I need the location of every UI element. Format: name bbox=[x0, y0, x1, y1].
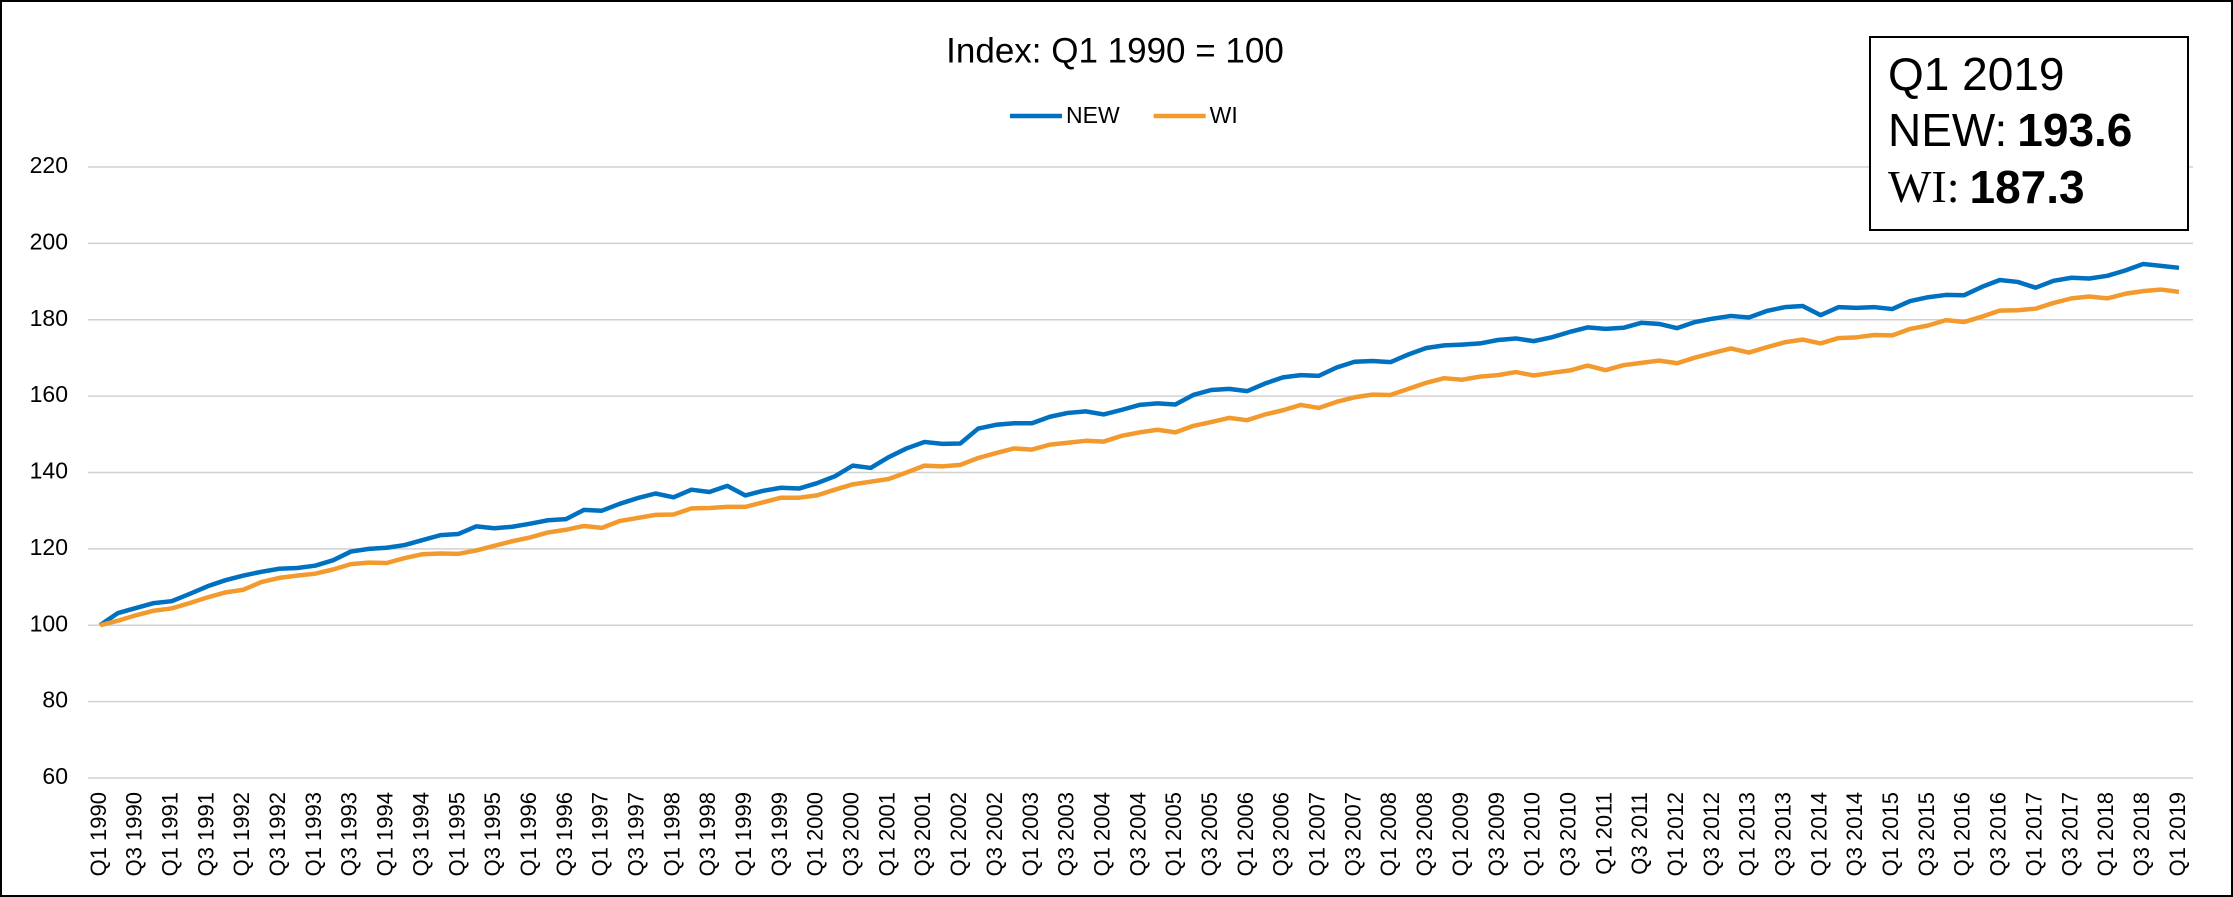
x-tick-label: Q1 1996 bbox=[516, 792, 541, 876]
x-tick-label: Q3 2017 bbox=[2057, 792, 2082, 876]
annotation-box bbox=[1869, 36, 2189, 231]
x-tick-label: Q1 1999 bbox=[731, 792, 756, 876]
annotation-label: NEW: bbox=[1888, 104, 2007, 156]
legend-label: NEW bbox=[1066, 102, 1120, 128]
y-tick-label: 160 bbox=[30, 381, 68, 407]
x-tick-label: Q3 1998 bbox=[695, 792, 720, 876]
x-tick-label: Q3 2000 bbox=[839, 792, 864, 876]
x-tick-label: Q3 1992 bbox=[265, 792, 290, 876]
annotation-label: WI: bbox=[1888, 161, 1960, 212]
x-tick-label: Q1 1995 bbox=[444, 792, 469, 876]
x-tick-label: Q3 2007 bbox=[1340, 792, 1365, 876]
x-tick-label: Q3 1990 bbox=[122, 792, 147, 876]
x-tick-label: Q1 2018 bbox=[2093, 792, 2118, 876]
x-tick-label: Q1 2007 bbox=[1305, 792, 1330, 876]
x-tick-label: Q1 2017 bbox=[2021, 792, 2046, 876]
x-tick-label: Q1 1993 bbox=[301, 792, 326, 876]
annotation-value: 193.6 bbox=[2017, 104, 2132, 156]
x-tick-label: Q1 2015 bbox=[1878, 792, 1903, 876]
x-tick-label: Q3 2003 bbox=[1054, 792, 1079, 876]
x-tick-label: Q3 2011 bbox=[1627, 792, 1652, 875]
x-tick-label: Q1 2000 bbox=[803, 792, 828, 876]
x-tick-label: Q1 1997 bbox=[588, 792, 613, 876]
x-tick-label: Q3 2005 bbox=[1197, 792, 1222, 876]
x-tick-label: Q3 2009 bbox=[1484, 792, 1509, 876]
annotation-value: 187.3 bbox=[1970, 161, 2085, 213]
x-tick-label: Q3 2018 bbox=[2129, 792, 2154, 876]
x-tick-label: Q3 2010 bbox=[1555, 792, 1580, 876]
y-tick-label: 140 bbox=[30, 458, 68, 484]
x-tick-label: Q3 1997 bbox=[623, 792, 648, 876]
x-tick-label: Q3 1991 bbox=[193, 792, 218, 876]
y-tick-label: 100 bbox=[30, 610, 68, 636]
x-tick-label: Q3 2016 bbox=[1986, 792, 2011, 876]
x-tick-label: Q1 2008 bbox=[1376, 792, 1401, 876]
x-tick-label: Q1 2014 bbox=[1806, 792, 1831, 876]
x-tick-label: Q1 2004 bbox=[1089, 792, 1114, 876]
x-tick-label: Q3 1993 bbox=[337, 792, 362, 876]
x-tick-label: Q1 2003 bbox=[1018, 792, 1043, 876]
series-line bbox=[98, 261, 2180, 628]
x-tick-label: Q1 1994 bbox=[373, 792, 398, 876]
x-tick-label: Q1 1992 bbox=[229, 792, 254, 876]
x-tick-label: Q3 2008 bbox=[1412, 792, 1437, 876]
y-tick-label: 60 bbox=[42, 763, 68, 789]
x-tick-label: Q1 2016 bbox=[1950, 792, 1975, 876]
annotation-heading: Q1 2019 bbox=[1888, 48, 2064, 100]
x-tick-label: Q1 1998 bbox=[659, 792, 684, 876]
x-tick-label: Q3 2001 bbox=[910, 792, 935, 876]
legend-label: WI bbox=[1210, 102, 1238, 128]
x-tick-label: Q1 2019 bbox=[2165, 792, 2190, 876]
x-tick-label: Q3 2015 bbox=[1914, 792, 1939, 876]
series-line bbox=[99, 287, 2180, 628]
annotation-line: NEW: 193.6 bbox=[1888, 104, 2132, 156]
x-tick-label: Q3 2012 bbox=[1699, 792, 1724, 876]
x-tick-label: Q3 2006 bbox=[1269, 792, 1294, 876]
chart-title: Index: Q1 1990 = 100 bbox=[946, 31, 1284, 70]
x-tick-label: Q3 2004 bbox=[1125, 792, 1150, 876]
y-tick-label: 220 bbox=[30, 152, 68, 178]
annotation-line: WI: 187.3 bbox=[1888, 161, 2085, 214]
x-tick-label: Q1 2010 bbox=[1520, 792, 1545, 876]
y-tick-label: 120 bbox=[30, 534, 68, 560]
x-tick-label: Q3 1994 bbox=[408, 792, 433, 876]
y-tick-label: 200 bbox=[30, 228, 68, 254]
x-tick-label: Q3 2014 bbox=[1842, 792, 1867, 876]
x-tick-label: Q1 1990 bbox=[86, 792, 111, 876]
y-tick-label: 80 bbox=[42, 687, 68, 713]
x-tick-label: Q1 2006 bbox=[1233, 792, 1258, 876]
x-tick-label: Q3 1995 bbox=[480, 792, 505, 876]
y-tick-label: 180 bbox=[30, 305, 68, 331]
x-tick-label: Q1 2005 bbox=[1161, 792, 1186, 876]
x-tick-label: Q1 2001 bbox=[874, 792, 899, 876]
x-tick-label: Q1 2011 bbox=[1591, 792, 1616, 875]
x-tick-label: Q3 2002 bbox=[982, 792, 1007, 876]
x-tick-label: Q3 2013 bbox=[1771, 792, 1796, 876]
x-tick-label: Q1 2002 bbox=[946, 792, 971, 876]
x-tick-label: Q1 2012 bbox=[1663, 792, 1688, 876]
x-tick-label: Q1 1991 bbox=[158, 792, 183, 876]
x-tick-label: Q1 2009 bbox=[1448, 792, 1473, 876]
x-tick-label: Q3 1996 bbox=[552, 792, 577, 876]
x-tick-label: Q1 2013 bbox=[1735, 792, 1760, 876]
x-tick-label: Q3 1999 bbox=[767, 792, 792, 876]
